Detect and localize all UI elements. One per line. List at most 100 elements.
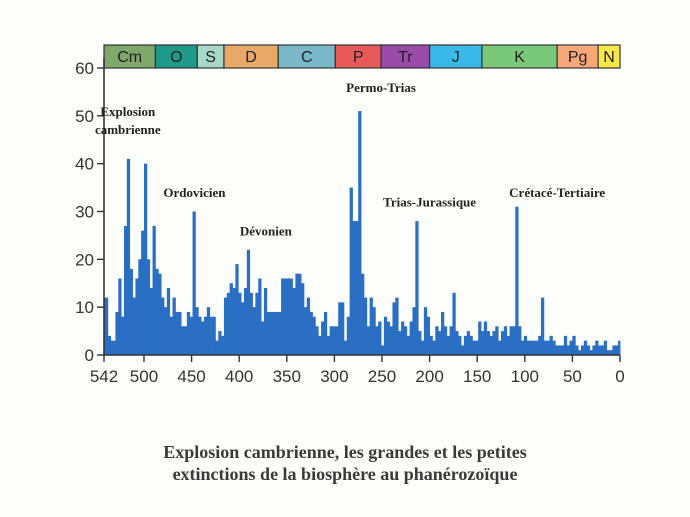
extinction-bar [515,206,519,355]
extinction-bar [241,302,245,355]
extinction-bar [592,345,596,355]
extinction-bar [461,345,465,355]
extinction-bar [243,288,248,355]
extinction-bar [215,340,219,355]
extinction-bar [221,335,225,355]
extinction-bar [138,259,142,355]
extinction-bar [518,326,522,355]
extinction-bar [523,335,528,355]
extinction-bar [206,307,211,355]
extinction-bar [201,321,205,355]
extinction-bar [469,335,473,355]
extinction-bar [535,340,539,355]
extinction-bar [546,340,550,355]
extinction-bar [538,335,542,355]
extinction-bar [258,278,262,355]
extinction-bar [292,288,296,355]
extinction-bar [169,316,173,355]
figure-caption-line-2: extinctions de la biosphère au phanérozo… [172,464,518,484]
extinction-bar [361,273,365,355]
extinction-bar [346,316,351,355]
extinction-bar [375,326,379,355]
extinction-bar [381,345,385,355]
extinction-bar [389,326,393,355]
extinction-bar [186,311,191,355]
event-annotation: Explosion cambrienne [95,104,161,137]
extinction-bar [455,331,459,355]
event-annotation: Dévonien [240,223,293,238]
extinction-bar [195,307,199,355]
extinction-bar [392,302,396,355]
extinction-bar [107,335,112,355]
extinction-bar [409,321,413,355]
extinction-bar [163,307,168,355]
extinction-bar [555,345,559,355]
extinction-bar [575,345,579,355]
extinction-bar [135,278,139,355]
extinction-bar [132,297,136,355]
extinction-bar [612,345,616,355]
extinction-bar [329,326,333,355]
extinction-bar [358,111,362,355]
period-label: C [301,49,313,66]
extinction-bar [529,340,533,355]
extinction-bar [418,331,422,355]
extinction-bar [238,292,242,355]
extinction-bar [303,307,308,355]
extinction-bar [506,335,510,355]
extinction-bar [115,311,119,355]
extinction-bar [278,311,282,355]
extinction-bar [618,340,621,355]
period-cell [597,44,621,69]
extinction-bar [572,335,576,355]
extinction-bar [552,340,556,355]
extinction-bar [226,292,231,355]
extinction-bar [355,221,359,355]
extinction-bar [386,321,391,355]
extinction-bar [566,345,570,355]
extinction-bar [589,350,593,355]
event-annotation: Crétacé-Tertiaire [509,185,605,200]
extinction-bar [323,311,328,355]
extinction-bar [298,273,302,355]
extinction-bar [472,340,476,355]
figure-caption-line-1: Explosion cambrienne, les grandes et les… [163,442,527,462]
extinction-bar [489,335,493,355]
extinction-bar [398,331,402,355]
period-label: O [170,49,182,66]
extinction-bar [181,326,185,355]
extinction-bar [223,297,228,355]
extinction-bar [395,297,399,355]
period-label: N [603,49,615,66]
y-tick-label: 60 [75,59,94,78]
extinction-bar [235,264,239,355]
annotation-text: Dévonien [240,223,293,238]
x-tick-label: 50 [563,367,582,386]
extinction-bar [178,311,182,355]
extinction-bar [192,211,196,355]
extinction-bar [229,283,233,355]
extinction-bar [492,331,496,355]
y-tick-label: 30 [75,203,94,222]
extinction-bar [378,321,382,355]
extinction-bar [600,345,605,355]
extinction-bar [495,326,499,355]
extinction-bar [232,288,236,355]
annotation-text: Trias-Jurassique [383,195,476,210]
extinction-bar [421,340,425,355]
extinction-bar [349,187,353,355]
extinction-bar [326,335,331,355]
extinction-bar [318,335,322,355]
extinction-bar [466,331,470,355]
extinction-bar [615,345,619,355]
extinction-bar [549,335,553,355]
period-label: K [514,49,525,66]
extinction-bar [212,316,216,355]
extinction-bar [143,163,148,355]
event-annotation: Permo-Trias [346,80,416,95]
period-label: D [245,49,257,66]
x-tick-label: 350 [273,367,301,386]
annotation-text: Ordovicien [163,185,226,200]
extinction-bar [509,326,513,355]
